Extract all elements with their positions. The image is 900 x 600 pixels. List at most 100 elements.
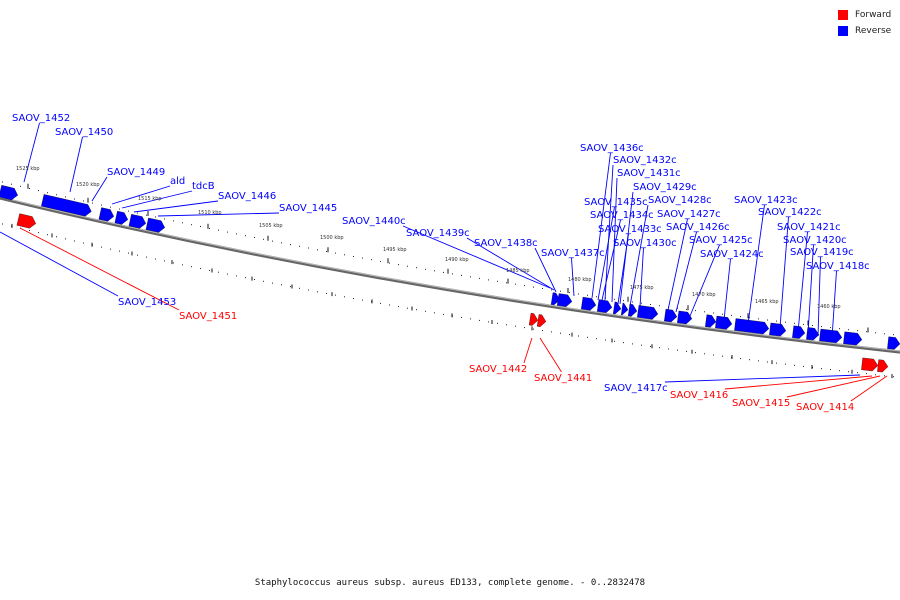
lower-track-dot: [362, 299, 363, 301]
lower-track-dot: [695, 352, 696, 354]
upper-track-dot: [758, 318, 759, 320]
reverse-gene-arrow: [597, 299, 613, 313]
forward-gene-arrow: [536, 314, 547, 327]
legend-forward-label: Forward: [855, 10, 892, 20]
gene-label-saov-1449: SAOV_1449: [107, 167, 165, 178]
upper-track-dot: [227, 231, 228, 233]
upper-track-dot: [704, 311, 705, 313]
upper-track-dot: [398, 264, 399, 266]
gene-label-saov-1437c: SAOV_1437c: [541, 248, 605, 259]
kbp-tick-label: 1460 kbp: [817, 304, 841, 310]
lower-track-dot: [884, 375, 885, 377]
upper-track-dot: [110, 206, 111, 208]
upper-track-dot: [857, 330, 858, 332]
reverse-gene-arrow: [664, 308, 678, 323]
reverse-leader-line: [807, 244, 814, 335]
lower-track-dot: [299, 287, 300, 289]
upper-track-dot: [101, 204, 102, 206]
lower-track-dot: [461, 316, 462, 318]
upper-track-dot: [713, 312, 714, 314]
upper-track-dot: [749, 317, 750, 319]
lower-track-dot: [272, 282, 273, 284]
kbp-tick-label: 1495 kbp: [383, 247, 407, 253]
upper-track-dot: [740, 316, 741, 318]
upper-track-dot: [848, 329, 849, 331]
lower-track-dot: [713, 354, 714, 356]
upper-track-dot: [281, 242, 282, 244]
lower-track-dot: [704, 353, 705, 355]
lower-track-dot: [407, 307, 408, 309]
lower-track-dot: [596, 338, 597, 340]
upper-track-dot: [353, 256, 354, 257]
reverse-gene-arrow: [145, 217, 165, 233]
gene-label-saov-1436c: SAOV_1436c: [580, 143, 644, 154]
forward-leader-line: [523, 337, 533, 364]
kbp-tick-label: 1515 kbp: [138, 196, 162, 202]
gene-label-saov-1435c: SAOV_1435c: [584, 197, 648, 208]
lower-track-dot: [614, 340, 615, 342]
reverse-leader-line: [534, 247, 557, 293]
scale-ticks: [11, 183, 893, 379]
upper-track-dot: [614, 298, 615, 300]
forward-leader-line: [539, 337, 562, 373]
reverse-gene-arrow: [819, 328, 843, 344]
upper-track-dot: [380, 260, 381, 262]
lower-track-dot: [83, 242, 84, 244]
lower-track-dot: [722, 355, 723, 357]
reverse-gene-arrow: [550, 292, 561, 306]
upper-track-dot: [695, 310, 696, 312]
reverse-leader-line: [629, 204, 649, 307]
reverse-leader-line: [69, 136, 83, 193]
upper-track-dot: [371, 259, 372, 261]
reverse-leader-line: [91, 176, 108, 202]
lower-track-dot: [488, 321, 489, 323]
lower-track-dot: [767, 361, 768, 363]
reverse-gene-arrow: [637, 305, 659, 320]
lower-track-dot: [353, 298, 354, 299]
upper-track-dot: [29, 188, 30, 189]
lower-track-dot: [335, 294, 336, 296]
lower-track-dot: [632, 343, 633, 345]
upper-track-dot: [344, 254, 345, 256]
upper-track-dot: [524, 285, 525, 287]
reverse-swatch: [838, 26, 848, 36]
gene-label-saov-1434c: SAOV_1434c: [590, 210, 654, 221]
upper-track-dot: [461, 274, 462, 276]
forward-gene-arrow: [877, 359, 889, 373]
lower-track-dot: [668, 348, 669, 350]
strand-dot-tracks: [2, 181, 894, 378]
lower-track-dot: [254, 279, 255, 280]
gene-label-saov-1446: SAOV_1446: [218, 191, 276, 202]
reverse-gene-arrow: [613, 301, 622, 315]
gene-label-saov-1424c: SAOV_1424c: [700, 249, 764, 260]
gene-label-saov-1423c: SAOV_1423c: [734, 195, 798, 206]
lower-track-dot: [794, 364, 795, 366]
reverse-gene-arrow: [41, 194, 92, 217]
lower-track-dot: [290, 286, 291, 288]
lower-track-dot: [839, 370, 840, 372]
upper-track-dot: [182, 222, 183, 224]
gene-label-saov-1451: SAOV_1451: [179, 311, 237, 322]
upper-track-dot: [731, 314, 732, 316]
forward-gene-arrow: [528, 313, 539, 326]
gene-label-saov-1433c: SAOV_1433c: [598, 224, 662, 235]
reverse-leader-line: [466, 237, 555, 291]
forward-swatch: [838, 10, 848, 20]
upper-track-dot: [686, 308, 687, 310]
gene-label-saov-1429c: SAOV_1429c: [633, 182, 697, 193]
upper-track-dot: [74, 198, 75, 200]
lower-track-dot: [434, 312, 435, 314]
lower-track-dot: [119, 250, 120, 252]
lower-track-dot: [29, 230, 30, 231]
upper-track-dot: [191, 224, 192, 226]
reverse-gene-arrow: [581, 296, 597, 311]
lower-track-dot: [623, 342, 624, 344]
genome-caption: Staphylococcus aureus subsp. aureus ED13…: [254, 578, 646, 588]
kbp-tick-label: 1485 kbp: [506, 268, 530, 274]
upper-track-dot: [587, 294, 588, 296]
upper-track-dot: [137, 212, 138, 214]
legend-reverse: Reverse: [838, 26, 891, 36]
lower-track-dot: [857, 372, 858, 374]
lower-track-dot: [569, 334, 570, 336]
gene-label-saov-1430c: SAOV_1430c: [613, 238, 677, 249]
